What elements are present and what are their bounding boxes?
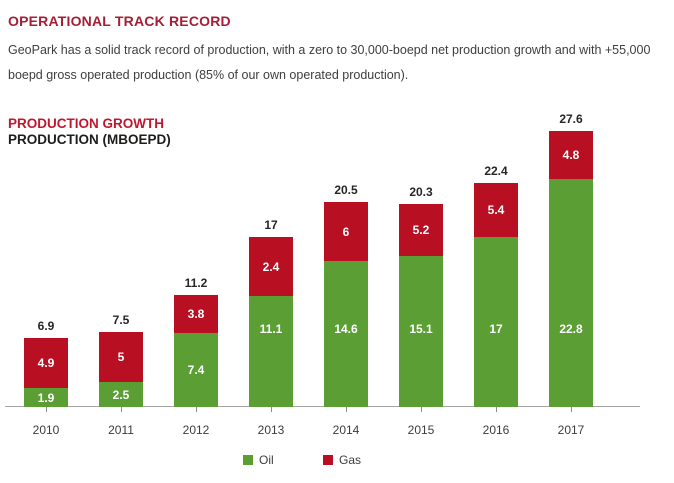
bar-2010: 4.9 1.9 6.9 [24, 319, 68, 407]
legend-swatch-oil [243, 455, 253, 465]
gas-value-label-2014: 6 [342, 224, 350, 239]
x-axis-tick-2016 [496, 407, 497, 412]
x-axis-label-2013: 2013 [257, 423, 285, 437]
legend-swatch-gas [323, 455, 333, 465]
gas-segment-2016 [474, 183, 518, 237]
x-axis-tick-2010 [46, 407, 47, 412]
oil-value-label-2010: 1.9 [37, 390, 55, 405]
gas-value-label-2012: 3.8 [187, 307, 205, 321]
x-axis-tick-2014 [346, 407, 347, 412]
gas-value-label-2015: 5.2 [412, 223, 430, 237]
oil-value-label-2014: 14.6 [334, 322, 358, 336]
bar-2014: 6 14.6 20.5 [324, 183, 368, 407]
x-axis-label-2015: 2015 [407, 423, 435, 437]
total-value-label-2016: 22.4 [484, 164, 508, 178]
gas-segment-2013 [249, 237, 293, 296]
x-axis-tick-2012 [196, 407, 197, 412]
x-axis-tick-2013 [271, 407, 272, 412]
oil-value-label-2016: 17 [489, 322, 503, 336]
gas-segment-2015 [399, 204, 443, 256]
page-title: OPERATIONAL TRACK RECORD [8, 13, 231, 29]
x-axis-label-2014: 2014 [332, 423, 360, 437]
oil-segment-2016 [474, 237, 518, 407]
oil-segment-2014 [324, 261, 368, 407]
x-axis-tick-2015 [421, 407, 422, 412]
bar-2016: 5.4 17 22.4 [474, 164, 518, 407]
oil-segment-2011 [99, 382, 143, 407]
bar-2017: 4.8 22.8 27.6 [549, 112, 593, 407]
chart-legend: Oil Gas [0, 453, 674, 471]
bar-2012: 3.8 7.4 11.2 [174, 276, 218, 407]
total-value-label-2015: 20.3 [409, 185, 433, 199]
oil-segment-2012 [174, 333, 218, 407]
oil-segment-2017 [549, 179, 593, 407]
oil-value-label-2011: 2.5 [112, 387, 130, 402]
total-value-label-2014: 20.5 [334, 183, 358, 197]
total-value-label-2017: 27.6 [559, 112, 583, 126]
legend-item-oil: Oil [243, 453, 313, 467]
gas-value-label-2013: 2.4 [262, 259, 280, 274]
x-axis-label-2017: 2017 [557, 423, 585, 437]
oil-value-label-2017: 22.8 [559, 322, 583, 336]
gas-segment-2012 [174, 295, 218, 333]
x-axis-tick-2017 [571, 407, 572, 412]
gas-value-label-2011: 5 [117, 350, 125, 364]
total-value-label-2010: 6.9 [37, 319, 55, 333]
bar-2013: 2.4 11.1 17 [249, 218, 293, 407]
chart-title: PRODUCTION GROWTH [8, 116, 164, 131]
oil-value-label-2013: 11.1 [259, 322, 283, 336]
gas-segment-2017 [549, 131, 593, 179]
x-axis-label-2016: 2016 [482, 423, 510, 437]
total-value-label-2012: 11.2 [184, 276, 208, 290]
x-axis-label-2010: 2010 [32, 423, 60, 437]
legend-item-gas: Gas [323, 453, 393, 467]
bar-2015: 5.2 15.1 20.3 [399, 185, 443, 407]
gas-value-label-2010: 4.9 [37, 356, 55, 370]
gas-segment-2011 [99, 332, 143, 382]
oil-segment-2013 [249, 296, 293, 407]
intro-paragraph: GeoPark has a solid track record of prod… [8, 43, 651, 82]
x-axis-line [5, 406, 640, 407]
oil-segment-2015 [399, 256, 443, 407]
total-value-label-2013: 17 [264, 218, 278, 232]
oil-value-label-2015: 15.1 [409, 322, 433, 336]
gas-value-label-2017: 4.8 [562, 148, 580, 162]
gas-value-label-2016: 5.4 [487, 203, 505, 217]
gas-segment-2014 [324, 202, 368, 261]
legend-label-oil: Oil [259, 453, 274, 467]
chart-subtitle: PRODUCTION (MBOEPD) [8, 132, 171, 147]
oil-value-label-2012: 7.4 [187, 363, 205, 377]
x-axis-label-2011: 2011 [108, 423, 134, 437]
x-axis-label-2012: 2012 [182, 423, 210, 437]
bar-2011: 5 2.5 7.5 [99, 313, 143, 407]
x-axis-tick-2011 [121, 407, 122, 412]
oil-segment-2010 [24, 388, 68, 407]
legend-label-gas: Gas [339, 453, 362, 467]
gas-segment-2010 [24, 338, 68, 388]
total-value-label-2011: 7.5 [112, 313, 130, 327]
